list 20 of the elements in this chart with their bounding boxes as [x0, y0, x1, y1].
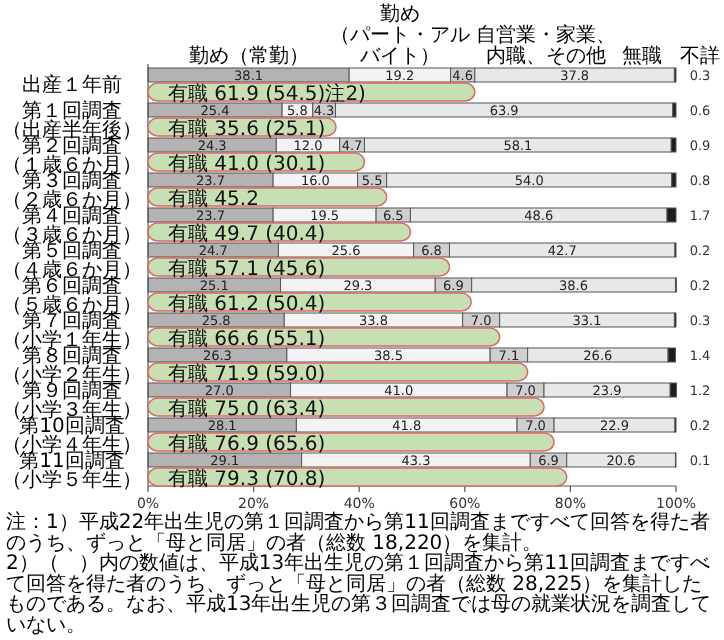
text: 2）（ ）内の数値は、平成13年出生児の第１回調査から第11回調査まですべて回答を得た者のうち、ずっと「母と同居」の者（総数 28,225）を集計したものである。なお、平成13年出生児の第３回調査では母の就業状況を調査していない。 — [6, 551, 712, 637]
data-label: 有職 61.2 (50.4) — [168, 291, 326, 316]
series-label: 勤め（常勤） — [188, 44, 309, 68]
data-label: 有職 76.9 (65.6) — [168, 431, 326, 456]
data-label: 有職 66.6 (55.1) — [168, 326, 326, 351]
data-label: 有職 71.9 (59.0) — [168, 361, 326, 386]
data-label: 有職 57.1 (45.6) — [168, 256, 326, 281]
series-label: 無職 — [621, 44, 662, 68]
data-label: 有職 41.0 (30.1) — [168, 151, 326, 176]
data-label: 有職 49.7 (40.4) — [168, 221, 326, 246]
series-label: 不詳 — [680, 44, 720, 68]
series-label: 勤め（パート・アルバイト） — [329, 2, 470, 68]
y-tick-label: 出産１年前 — [22, 73, 122, 97]
text: 注：1）平成22年出生児の第１回調査から第11回調査まですべて回答を得た者のうち、ずっと「母と同居」の者（総数 18,220）を集計。 — [6, 510, 710, 555]
data-label: 有職 45.2 — [168, 186, 259, 211]
data-label: 有職 61.9 (54.5)注2) — [168, 81, 367, 106]
data-label: 有職 35.6 (25.1) — [168, 116, 326, 141]
data-label: 有職 79.3 (70.8) — [168, 466, 326, 491]
data-label: 有職 75.0 (63.4) — [168, 396, 326, 421]
series-label: 自営業・家業、内職、その他 — [475, 23, 616, 68]
